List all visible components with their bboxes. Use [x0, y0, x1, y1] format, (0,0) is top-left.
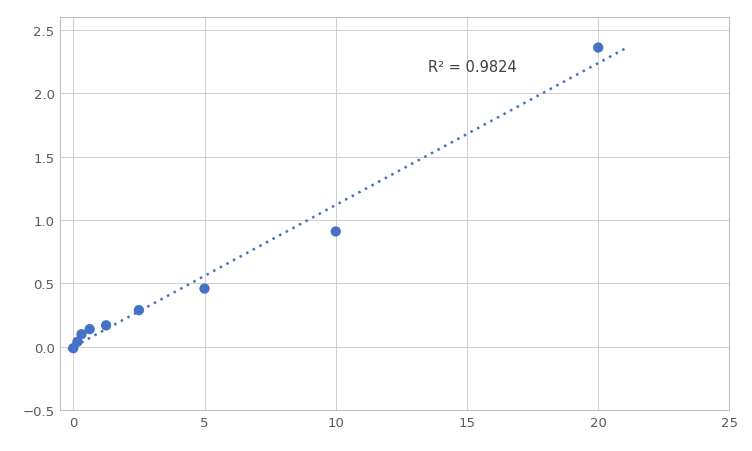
Point	[71, 338, 83, 345]
Point	[199, 285, 211, 293]
Point	[100, 322, 112, 329]
Point	[592, 45, 604, 52]
Point	[67, 345, 79, 352]
Text: R² = 0.9824: R² = 0.9824	[428, 60, 517, 75]
Point	[75, 331, 87, 338]
Point	[329, 228, 341, 235]
Point	[133, 307, 145, 314]
Point	[83, 326, 96, 333]
